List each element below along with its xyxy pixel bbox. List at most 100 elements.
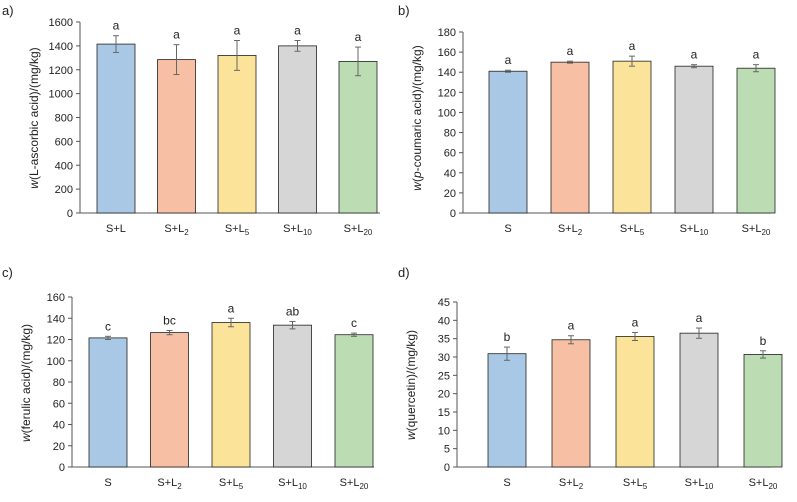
bar-s	[488, 70, 528, 214]
x-tick-label: S+L5	[620, 223, 645, 237]
y-axis-title-italic: p	[410, 171, 424, 179]
x-tick-label-subscript: 20	[768, 482, 777, 491]
y-tick-label: 40	[53, 420, 65, 432]
x-tick-label: S+L	[106, 223, 126, 235]
bar-s-l5	[615, 336, 655, 468]
y-tick-label: 60	[53, 398, 65, 410]
y-tick-label: 400	[55, 160, 73, 172]
y-tick-label: 1400	[49, 41, 73, 53]
y-tick-label: 30	[438, 352, 450, 364]
y-tick-label: 140	[438, 67, 456, 79]
y-tick-label: 80	[53, 377, 65, 389]
panel-label: d)	[398, 265, 410, 280]
y-axis-title: w(L-ascorbic acid)/(mg/kg)	[27, 47, 41, 188]
bar-s-l20	[736, 67, 776, 214]
bar-s	[88, 337, 128, 468]
significance-letter: a	[355, 30, 362, 44]
y-tick-label: 1600	[49, 17, 73, 29]
x-tick-label-base: S	[504, 223, 511, 235]
bar-s-l10	[674, 65, 714, 214]
y-tick-label: 20	[53, 441, 65, 453]
x-tick-label-subscript: 2	[578, 228, 583, 237]
significance-letter: a	[505, 53, 512, 67]
significance-letter: ab	[286, 304, 300, 318]
x-tick-label-base: S	[503, 477, 510, 489]
y-tick-label: 0	[450, 208, 456, 220]
bar-s	[96, 43, 136, 214]
x-tick-label-base: S+L	[340, 477, 360, 489]
x-tick-label: S	[503, 477, 510, 489]
bar-s-l10	[679, 332, 719, 468]
x-tick-label: S+L10	[680, 223, 709, 237]
y-tick-label: 80	[444, 128, 456, 140]
y-tick-label: 140	[47, 313, 65, 325]
y-axis-title-symbol: w	[27, 179, 41, 189]
y-tick-label: 20	[438, 389, 450, 401]
y-axis-title-text: -coumaric acid)/(mg/kg)	[410, 45, 424, 171]
x-tick-label-subscript: 10	[699, 228, 708, 237]
significance-letter: a	[173, 28, 180, 42]
x-tick-label: S+L20	[742, 223, 771, 237]
x-tick-label-base: S+L	[620, 223, 640, 235]
y-axis-title: w(quercetin)/(mg/kg)	[404, 330, 418, 440]
bar-s-l5	[612, 60, 652, 214]
x-tick-label-base: S+L	[559, 477, 579, 489]
x-tick-label: S+L20	[340, 477, 369, 491]
y-axis-title-paren: (	[410, 178, 424, 182]
x-tick-label: S	[504, 223, 511, 235]
x-tick-label-base: S+L	[623, 477, 643, 489]
y-axis-title-symbol: w	[19, 432, 33, 442]
x-tick-label-subscript: 5	[245, 228, 250, 237]
x-tick-label-base: S+L	[225, 223, 245, 235]
y-axis-title: w(ferulic acid)/(mg/kg)	[19, 324, 33, 442]
y-tick-label: 600	[55, 136, 73, 148]
y-tick-label: 15	[438, 407, 450, 419]
panel-b: b) 0 20 40 60 80 100 120 140 160 180 w(p-coumaric a…	[398, 3, 776, 237]
bar-s-l2	[551, 339, 591, 468]
y-tick-label: 100	[47, 356, 65, 368]
x-tick-label-subscript: 20	[359, 482, 368, 491]
bar-s-l20	[334, 334, 374, 468]
y-tick-label: 40	[438, 315, 450, 327]
y-axis-title-text: (quercetin)/(mg/kg)	[404, 330, 418, 431]
x-tick-label-base: S+L	[685, 477, 705, 489]
x-tick-label: S+L20	[749, 477, 778, 491]
x-tick-label: S+L2	[558, 223, 583, 237]
x-tick-label-base: S+L	[742, 223, 762, 235]
y-tick-label: 0	[59, 462, 65, 474]
y-axis-title-symbol: w	[410, 181, 424, 191]
y-tick-label: 0	[444, 462, 450, 474]
y-tick-label: 100	[438, 107, 456, 119]
x-tick-label: S+L10	[685, 477, 714, 491]
significance-letter: a	[228, 301, 235, 315]
x-tick-label: S+L5	[623, 477, 648, 491]
x-tick-label-subscript: 10	[303, 228, 312, 237]
y-tick-label: 200	[55, 184, 73, 196]
x-tick-label-base: S+L	[219, 477, 239, 489]
y-tick-label: 1200	[49, 65, 73, 77]
significance-letter: a	[294, 24, 301, 38]
y-tick-label: 60	[444, 148, 456, 160]
x-tick-label-subscript: 2	[184, 228, 189, 237]
bar-s-l5	[211, 322, 251, 468]
panel-label: b)	[398, 3, 410, 18]
bar-s-l2	[157, 59, 196, 214]
panel-label: c)	[2, 265, 13, 280]
significance-letter: a	[753, 48, 760, 62]
y-tick-label: 120	[438, 87, 456, 99]
x-tick-label: S	[104, 477, 111, 489]
x-tick-label-base: S+L	[106, 223, 126, 235]
bar-s-l20	[338, 60, 378, 214]
y-tick-label: 120	[47, 335, 65, 347]
panel-c: c) 0 20 40 60 80 100 120 140 160 w(ferulic acid)/(…	[2, 265, 374, 491]
y-tick-label: 20	[444, 188, 456, 200]
x-tick-label-subscript: 10	[704, 482, 713, 491]
x-tick-label-base: S	[104, 477, 111, 489]
x-tick-label: S+L20	[344, 223, 373, 237]
x-tick-label-base: S+L	[749, 477, 769, 489]
x-tick-label-subscript: 5	[239, 482, 244, 491]
x-tick-label-base: S+L	[278, 477, 298, 489]
y-tick-label: 10	[438, 425, 450, 437]
y-tick-label: 160	[438, 47, 456, 59]
x-tick-label-base: S+L	[558, 223, 578, 235]
